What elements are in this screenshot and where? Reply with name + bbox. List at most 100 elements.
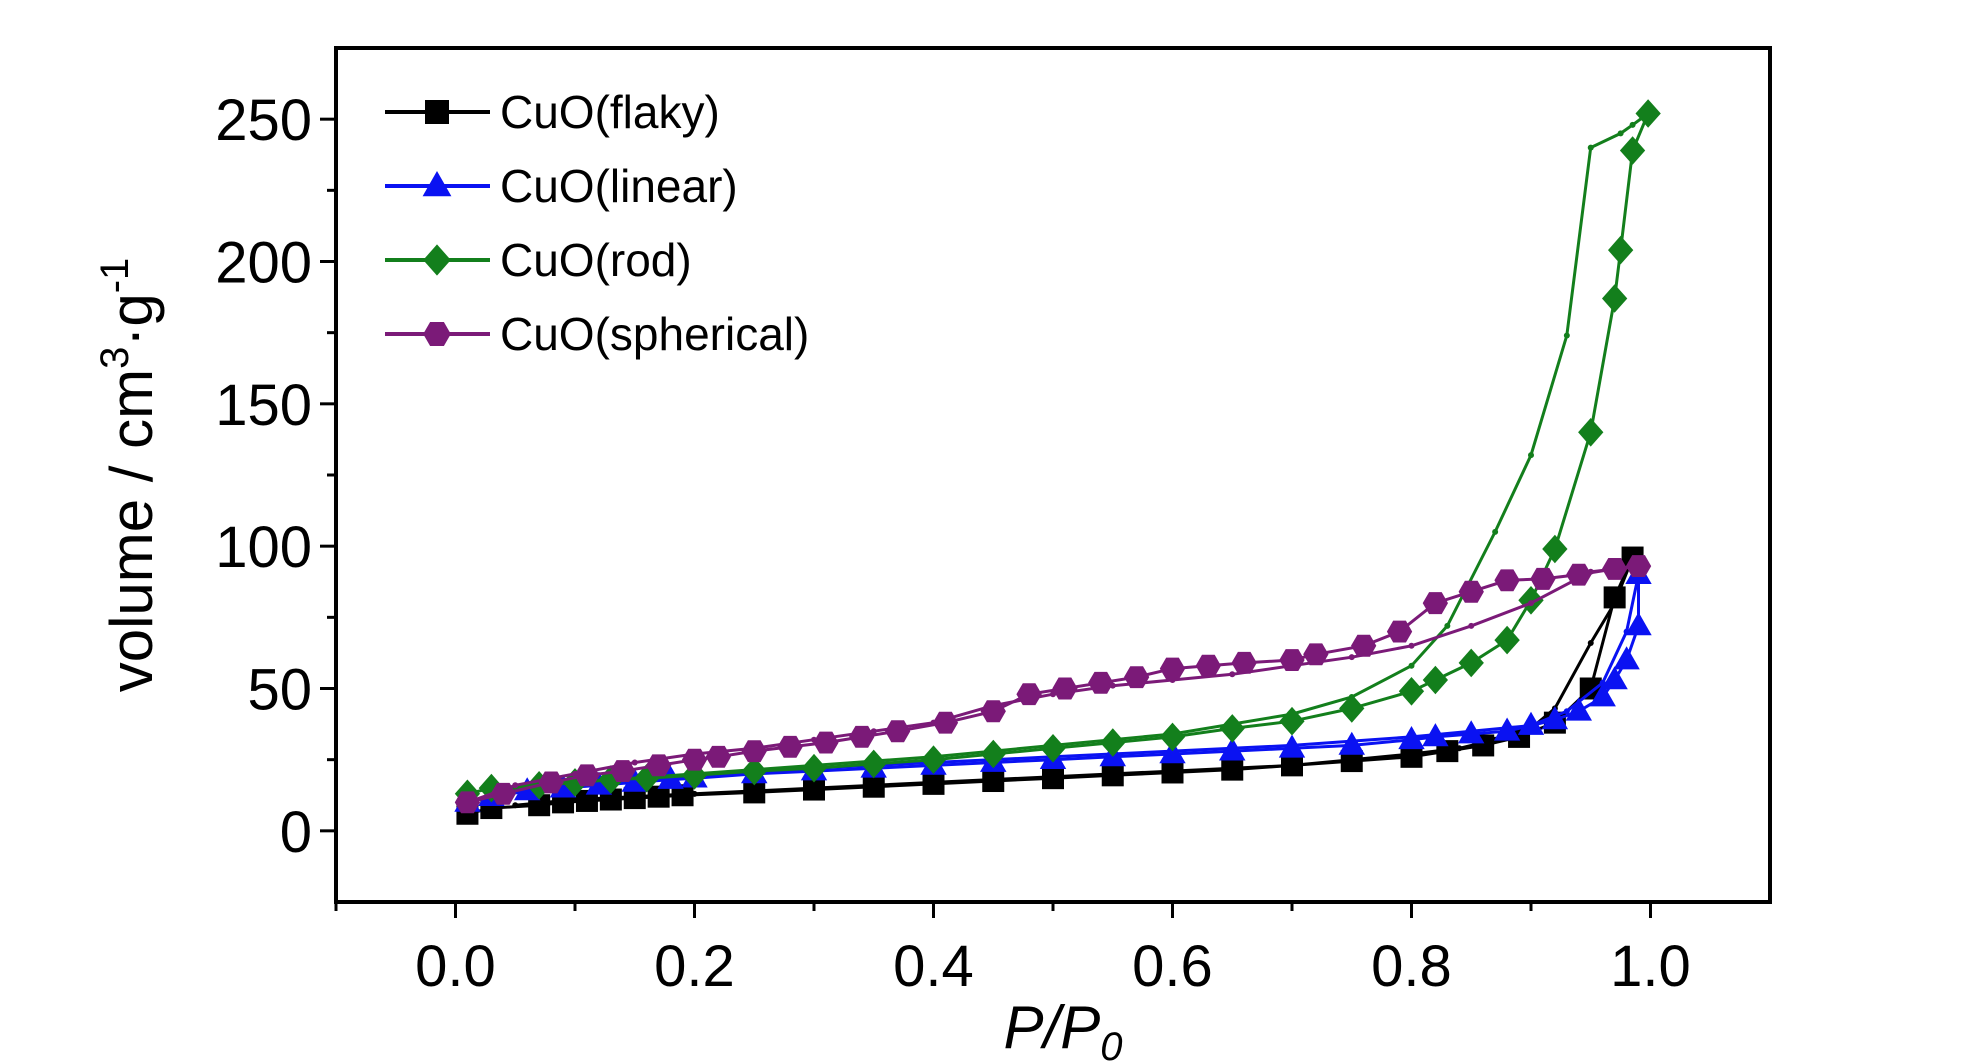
y-tick-label: 250 (215, 88, 312, 153)
adsorption-point (1566, 563, 1592, 586)
adsorption-point (1619, 136, 1646, 165)
x-tick-label: 0.6 (1132, 934, 1213, 999)
desorption-point (1408, 662, 1415, 669)
adsorption-point (801, 753, 827, 783)
adsorption-point (1458, 648, 1484, 678)
desorption-point (1587, 144, 1594, 151)
adsorption-point (1042, 767, 1064, 790)
adsorption-point (646, 754, 672, 777)
desorption-point (1563, 332, 1570, 339)
adsorption-point (1159, 657, 1186, 680)
adsorption-point (454, 791, 481, 814)
legend-item: CuO(rod) (385, 234, 692, 286)
series-hexagon (454, 555, 1652, 814)
desorption-point (512, 802, 519, 809)
desorption-point (1599, 679, 1606, 686)
desorption-point (631, 759, 638, 766)
adsorption-point (777, 735, 803, 758)
desorption-point (1050, 691, 1056, 698)
y-tick-label: 150 (215, 373, 312, 438)
adsorption-point (1016, 683, 1042, 706)
adsorption-point (1400, 745, 1423, 768)
desorption-line (515, 112, 1649, 790)
adsorption-point (1159, 722, 1186, 752)
adsorption-point (885, 720, 911, 743)
adsorption-point (1494, 625, 1520, 655)
adsorption-point (1338, 731, 1365, 755)
x-tick-label: 0.8 (1371, 934, 1452, 999)
adsorption-point (585, 771, 613, 795)
adsorption-point (861, 749, 887, 779)
legend-label: CuO(rod) (500, 234, 692, 286)
adsorption-point (1052, 677, 1078, 700)
adsorption-point (1398, 677, 1425, 706)
adsorption-point (610, 760, 636, 782)
desorption-point (870, 728, 877, 735)
adsorption-point (1625, 555, 1652, 577)
adsorption-point (1635, 99, 1661, 128)
x-tick-label: 1.0 (1610, 934, 1691, 999)
x-tick-label: 0.2 (654, 934, 735, 999)
y-axis-title: volume / cm3·g-1 (93, 258, 165, 693)
series-diamond (454, 99, 1661, 809)
axes-layer: 0.0 0.2 0.4 0.6 0.8 1.0 0 50 100 150 200 250 (215, 88, 1691, 999)
desorption-point (1587, 639, 1594, 646)
adsorption-point (813, 731, 839, 754)
adsorption-point (1161, 761, 1184, 784)
adsorption-point (1398, 726, 1425, 750)
adsorption-point (1088, 671, 1114, 694)
desorption-point (1528, 600, 1534, 607)
adsorption-point (1303, 643, 1329, 666)
adsorption-point (1602, 284, 1628, 313)
adsorption-point (490, 782, 516, 805)
y-tick-label: 0 (280, 800, 312, 865)
desorption-point (1348, 654, 1355, 661)
adsorption-point (1195, 654, 1221, 677)
adsorption-point (1231, 651, 1257, 674)
legend-label: CuO(spherical) (500, 308, 809, 360)
desorption-point (1492, 528, 1499, 535)
adsorption-point (1281, 754, 1303, 777)
adsorption-point (1040, 734, 1066, 763)
legend-marker (422, 171, 452, 197)
adsorption-point (1422, 723, 1449, 747)
adsorption-point (1101, 764, 1124, 787)
adsorption-point (1124, 666, 1150, 689)
adsorption-point (980, 739, 1006, 769)
legend-item: CuO(flaky) (385, 86, 720, 138)
adsorption-point (1279, 706, 1305, 736)
adsorption-point (1603, 586, 1626, 609)
adsorption-point (1422, 592, 1448, 615)
adsorption-point (681, 748, 708, 771)
adsorption-point (741, 740, 767, 763)
desorption-point (1444, 622, 1451, 629)
adsorption-point (1279, 649, 1305, 671)
adsorption-point (1601, 666, 1628, 690)
adsorption-point (1340, 750, 1363, 773)
adsorption-point (743, 781, 766, 804)
legend-marker (423, 244, 451, 276)
adsorption-point (1339, 694, 1365, 723)
desorption-point (1563, 708, 1570, 715)
legend-label: CuO(linear) (500, 160, 738, 212)
adsorption-point (1219, 737, 1246, 761)
adsorption-point (705, 745, 731, 768)
desorption-point (1528, 452, 1534, 459)
desorption-point (1229, 671, 1236, 678)
adsorption-point (920, 745, 947, 774)
legend-marker (423, 322, 451, 346)
adsorption-point (1493, 717, 1521, 741)
adsorption-point (1278, 734, 1306, 758)
adsorption-point (1219, 714, 1245, 743)
adsorption-point (538, 771, 564, 794)
desorption-point (1408, 642, 1415, 649)
adsorption-point (575, 789, 598, 812)
adsorption-point (623, 787, 646, 810)
adsorption-point (803, 778, 825, 801)
y-tick-label: 200 (215, 231, 312, 296)
adsorption-point (1386, 620, 1413, 643)
adsorption-line (467, 556, 1634, 816)
desorption-point (1617, 130, 1624, 137)
adsorption-point (980, 700, 1006, 723)
